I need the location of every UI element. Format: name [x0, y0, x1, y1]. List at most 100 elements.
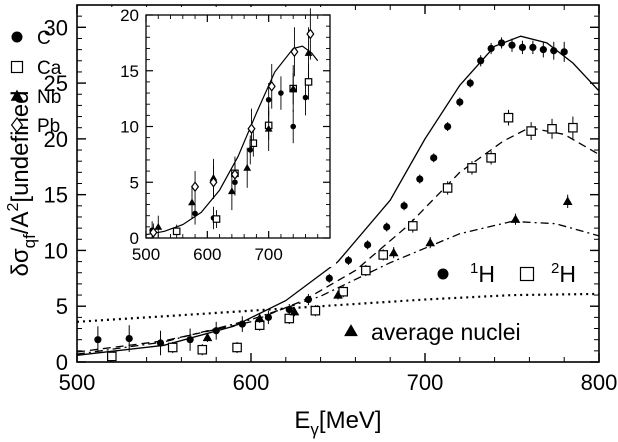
- y-tick-label: 5: [56, 294, 68, 319]
- data-point: [508, 41, 516, 49]
- series-1H: [94, 37, 568, 356]
- data-point: [338, 286, 349, 297]
- data-point: [238, 320, 246, 328]
- data-point: [232, 342, 242, 353]
- data-point: [400, 202, 408, 210]
- data-point: [304, 295, 313, 304]
- inset-legend-marker-Ca: [10, 60, 24, 74]
- data-point: [383, 223, 391, 231]
- inset-legend-marker-Pb: [10, 116, 24, 134]
- inset-x-tick-label: 700: [254, 245, 282, 264]
- data-point: [425, 237, 436, 247]
- x-tick-label: 800: [581, 370, 618, 395]
- data-point: [562, 196, 573, 205]
- data-point: [378, 250, 389, 260]
- y-tick-label: 0: [56, 350, 68, 375]
- data-point: [197, 344, 208, 355]
- inset-y-tick-label: 15: [120, 62, 139, 81]
- data-point: [264, 313, 272, 321]
- data-point: [344, 256, 353, 265]
- data-point: [94, 336, 102, 344]
- inset-data-point: [290, 46, 299, 58]
- data-point: [333, 290, 343, 299]
- data-point: [125, 334, 133, 343]
- data-point: [285, 305, 293, 314]
- data-point: [156, 339, 165, 347]
- inset-data-point: [188, 198, 196, 206]
- inset-data-point: [154, 222, 163, 230]
- curve-solid: [76, 35, 600, 356]
- inset-legend-label-Pb: Pb: [37, 116, 60, 137]
- inset-data-point: [249, 139, 258, 148]
- inset-series-Nb: [154, 27, 313, 238]
- inset-frame: [145, 14, 331, 239]
- inset-panel: 500 600 700 0 5 10 15 20 C Ca Nb Pb: [10, 6, 331, 264]
- data-point: [486, 153, 496, 163]
- data-point: [310, 305, 321, 316]
- legend-marker-1H: [437, 268, 449, 280]
- inset-x-tick-label: 600: [193, 245, 221, 264]
- inset-data-point: [192, 210, 198, 217]
- inset-data-point: [267, 80, 276, 92]
- y-tick-label: 30: [44, 15, 68, 40]
- inset-legend-label-Ca: Ca: [37, 58, 62, 79]
- legend-label-1H: 1H: [470, 260, 495, 287]
- data-point: [167, 342, 178, 353]
- inset-data-point: [227, 187, 236, 195]
- legend-marker-2H: [519, 266, 535, 282]
- data-point: [416, 175, 424, 183]
- inset-data-point: [304, 78, 313, 86]
- inset-legend-marker-Nb: [10, 89, 24, 101]
- data-point: [526, 126, 536, 136]
- inset-data-point: [212, 215, 221, 223]
- data-point: [363, 241, 372, 249]
- data-point: [568, 122, 578, 133]
- data-point: [547, 124, 557, 134]
- data-point: [456, 98, 464, 106]
- inset-data-point: [290, 123, 297, 130]
- legend-marker-average: [344, 324, 358, 337]
- inset-data-point: [306, 28, 315, 40]
- inset-series-Pb: [149, 8, 315, 238]
- series-2H: [106, 109, 578, 362]
- data-point: [529, 43, 537, 51]
- data-point: [477, 57, 485, 65]
- data-point: [289, 306, 300, 316]
- data-point: [497, 39, 506, 47]
- inset-data-point: [172, 227, 181, 236]
- data-point: [388, 247, 399, 257]
- legend-label-average: average nuclei: [371, 319, 521, 345]
- inset-data-point: [289, 84, 298, 92]
- inset-legend-label-C: C: [37, 28, 51, 49]
- data-point: [550, 47, 558, 55]
- y-tick-label: 10: [44, 238, 68, 263]
- legend-label-2H: 2H: [551, 260, 576, 287]
- inset-y-tick-label: 5: [130, 173, 139, 192]
- inset-legend-label-Nb: Nb: [37, 87, 61, 108]
- data-point: [444, 123, 452, 131]
- inset-data-point: [302, 94, 309, 101]
- curve-dashed: [76, 127, 600, 353]
- data-point: [106, 351, 117, 362]
- plot-frame: [76, 4, 600, 363]
- data-point: [467, 163, 477, 173]
- data-point: [284, 313, 295, 324]
- data-point: [510, 214, 521, 223]
- inset-data-point: [209, 176, 218, 188]
- inset-data-point: [191, 181, 200, 193]
- inset-data-point: [278, 90, 284, 96]
- inset-data-point: [149, 227, 158, 238]
- data-point: [325, 274, 333, 282]
- data-point: [186, 336, 194, 344]
- data-point: [466, 79, 474, 87]
- inset-data-point: [247, 147, 254, 153]
- y-tick-label: 15: [44, 183, 68, 208]
- data-point: [560, 48, 568, 56]
- inset-data-point: [230, 169, 239, 180]
- inset-data-point: [265, 96, 272, 103]
- inset-y-tick-label: 10: [120, 118, 139, 137]
- x-tick-label: 500: [59, 370, 96, 395]
- data-point: [408, 221, 418, 231]
